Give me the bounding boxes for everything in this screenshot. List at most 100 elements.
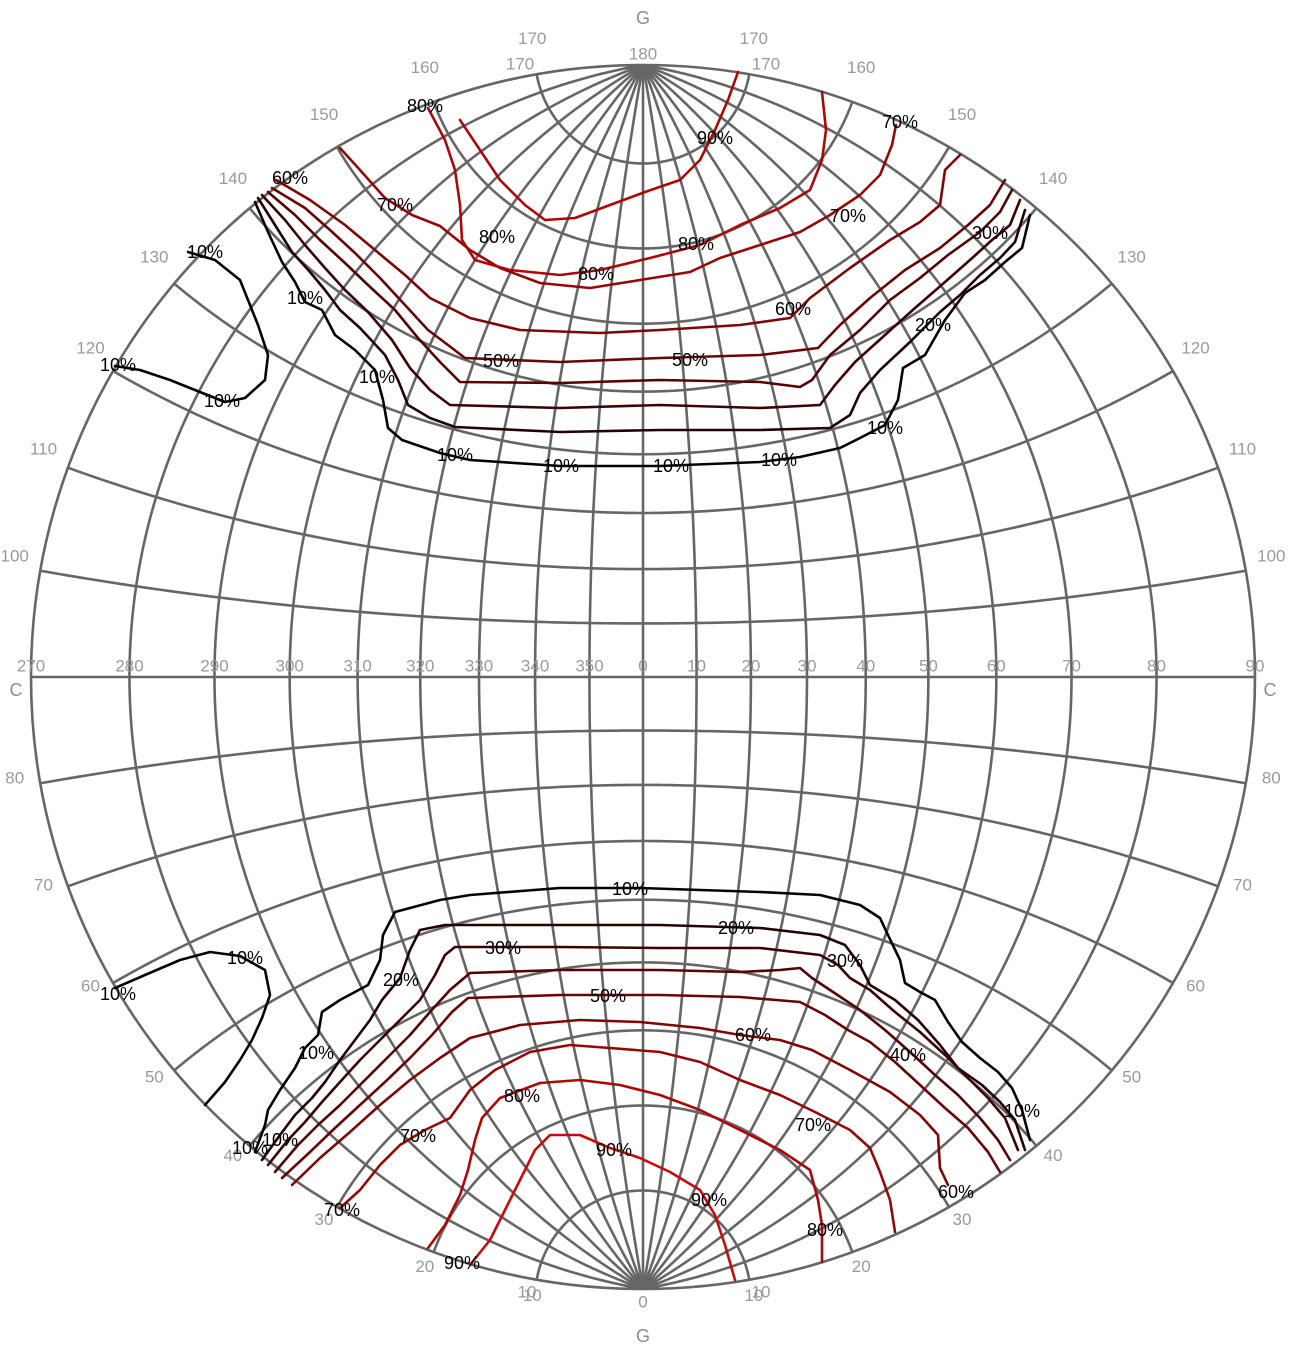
contour-label: 10%	[232, 1138, 268, 1158]
pole-label-top: G	[636, 8, 650, 28]
rim-tick-label: 160	[847, 58, 875, 77]
contour-label: 40%	[890, 1045, 926, 1065]
contour-line-30pct	[266, 945, 1020, 1167]
contour-line-60pct	[290, 1018, 950, 1187]
contour-line-10pct	[113, 250, 270, 404]
contour-label: 20%	[383, 970, 419, 990]
contour-label: 10%	[287, 288, 323, 308]
rim-tick-label: 40	[223, 1146, 242, 1165]
contour-label: 10%	[761, 450, 797, 470]
contour-line-80pct	[426, 1078, 824, 1264]
contour-label: 10%	[437, 445, 473, 465]
parallel-line	[40, 729, 1246, 785]
rim-tick-label: 170	[518, 29, 546, 48]
equator-tick-label: 30	[798, 657, 817, 676]
parallel-line	[335, 1029, 951, 1208]
rim-tick-label: 170	[506, 55, 534, 74]
rim-tick-label: 70	[34, 876, 53, 895]
equator-tick-label: 270	[17, 657, 45, 676]
rim-tick-label: 70	[1233, 876, 1252, 895]
parallel-line	[535, 74, 751, 165]
rim-tick-label: 110	[1229, 439, 1256, 458]
rim-tick-label: 10	[744, 1286, 763, 1305]
rim-tick-label: 110	[30, 439, 57, 458]
contour-label: 90%	[596, 1140, 632, 1160]
parallel-line	[173, 282, 1113, 456]
parallel-line	[248, 961, 1038, 1147]
rim-tick-label: 150	[948, 105, 976, 124]
contour-label: 30%	[972, 223, 1008, 243]
equator-tick-label: 330	[465, 657, 493, 676]
contour-label: 10%	[100, 355, 136, 375]
parallel-line	[432, 101, 854, 250]
equator-tick-label: 0	[638, 657, 647, 676]
rim-tick-label: 60	[81, 977, 100, 996]
contour-line-80pct	[458, 70, 740, 222]
contour-label: 70%	[377, 195, 413, 215]
rim-tick-label: 10	[518, 1283, 537, 1302]
rim-tick-label: 10	[523, 1286, 542, 1305]
rim-tick-label: 30	[315, 1210, 334, 1229]
rim-tick-label: 100	[1257, 547, 1285, 566]
equator-tick-label: 340	[521, 657, 549, 676]
equator-tick-label: 300	[276, 657, 304, 676]
contour-label: 10%	[612, 879, 648, 899]
rim-tick-label: 50	[145, 1068, 164, 1087]
contour-labels: 80%90%70%60%70%80%70%80%80%30%10%10%60%2…	[100, 96, 1040, 1273]
equator-tick-label: 290	[200, 657, 228, 676]
contour-line-90pct	[468, 1133, 737, 1282]
rim-tick-label: 140	[1039, 169, 1067, 188]
contour-label: 80%	[479, 227, 515, 247]
equator-tick-label: 60	[987, 657, 1006, 676]
rim-tick-label: 20	[852, 1257, 871, 1276]
contour-line-10pct	[253, 886, 1032, 1154]
contour-label: 80%	[504, 1086, 540, 1106]
contour-label: 10%	[227, 948, 263, 968]
contour-label: 10%	[100, 984, 136, 1004]
contour-line-70pct	[338, 123, 898, 290]
rim-tick-label: 60	[1186, 977, 1205, 996]
contour-label: 60%	[735, 1025, 771, 1045]
contour-label: 70%	[400, 1126, 436, 1146]
parallel-line	[335, 146, 951, 325]
contour-label: 80%	[678, 234, 714, 254]
contour-label: 10%	[867, 418, 903, 438]
parallel-line	[67, 466, 1219, 571]
contour-line-30pct	[260, 193, 1022, 410]
contour-label: 70%	[830, 206, 866, 226]
equator-tick-label: 310	[343, 657, 371, 676]
contour-line-40pct	[273, 966, 1012, 1174]
contour-line-40pct	[266, 188, 1014, 389]
rim-tick-label: 50	[1122, 1068, 1141, 1087]
rim-tick-label: 100	[1, 547, 29, 566]
contour-line-10pct	[113, 950, 272, 1107]
contour-label: 60%	[938, 1182, 974, 1202]
contour-line-50pct	[280, 993, 1002, 1180]
equator-tick-label: 50	[919, 657, 938, 676]
parallel-line	[432, 1104, 854, 1253]
pole-label-bottom: G	[636, 1326, 650, 1345]
contour-label: 50%	[590, 986, 626, 1006]
rim-tick-label: 170	[752, 55, 780, 74]
contour-line-80pct	[426, 90, 828, 277]
contour-label: 30%	[827, 951, 863, 971]
rim-tick-label: 80	[5, 768, 24, 787]
parallel-line	[67, 783, 1219, 888]
pole-label-left: C	[10, 680, 23, 700]
contour-label: 90%	[444, 1253, 480, 1273]
parallel-line	[112, 369, 1174, 515]
contour-label: 10%	[653, 456, 689, 476]
contour-label: 50%	[483, 351, 519, 371]
contour-label: 90%	[691, 1190, 727, 1210]
pole-label-right: C	[1264, 680, 1277, 700]
equator-tick-label: 350	[575, 657, 603, 676]
contour-line-20pct	[256, 196, 1027, 434]
contour-label: 60%	[775, 299, 811, 319]
contour-label: 60%	[272, 168, 308, 188]
rim-tick-label: 10	[752, 1283, 771, 1302]
contour-line-10pct	[253, 200, 1032, 468]
equator-tick-label: 70	[1062, 657, 1081, 676]
rim-tick-label: 30	[953, 1210, 972, 1229]
